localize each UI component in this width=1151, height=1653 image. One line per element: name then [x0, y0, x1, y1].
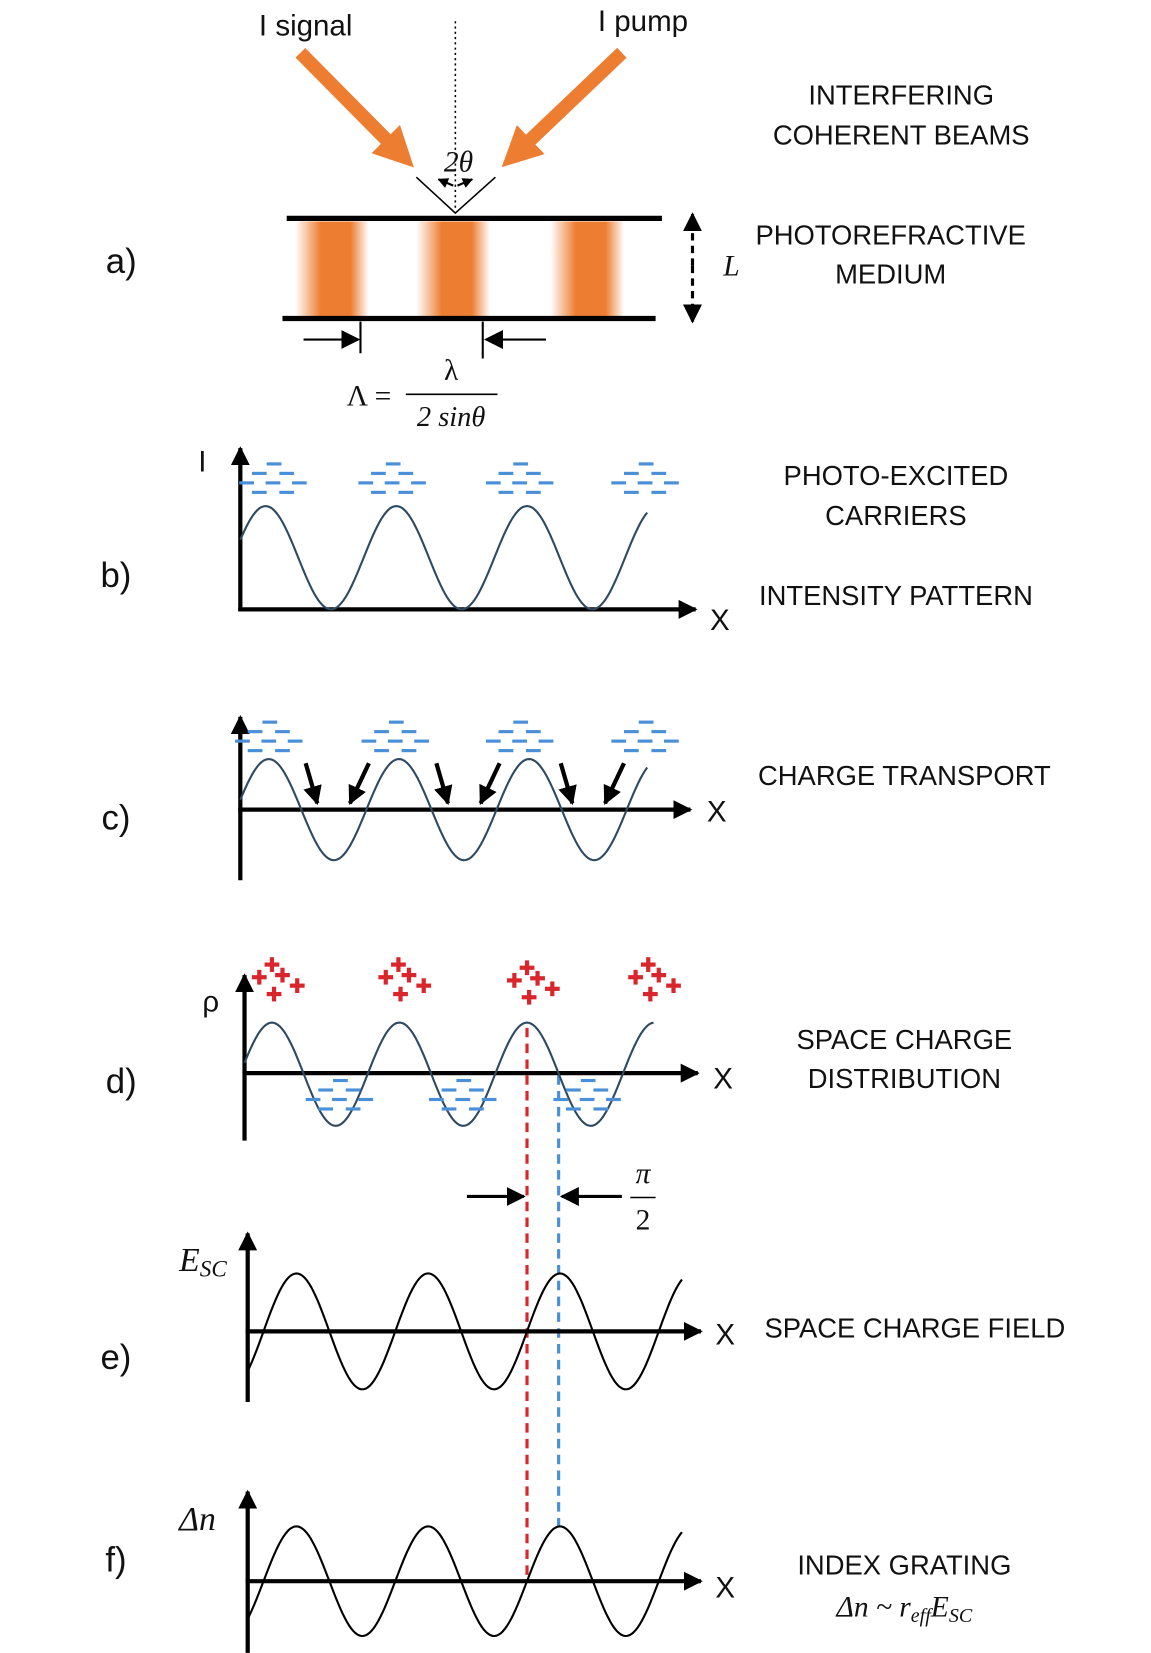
subscript: SC	[949, 1605, 973, 1627]
shift-denominator: 2	[636, 1205, 651, 1237]
period-numerator: λ	[444, 355, 459, 387]
fringe	[550, 221, 624, 318]
panel-label: d)	[106, 1063, 137, 1101]
transport-arrow	[605, 763, 624, 803]
thickness-label: L	[722, 251, 739, 283]
axis-label: ρ	[202, 985, 219, 1018]
axis-label: X	[715, 1571, 735, 1604]
panel-label: c)	[101, 799, 130, 837]
transport-arrow	[436, 763, 448, 803]
symbol: E	[178, 1242, 200, 1279]
pump-beam	[513, 53, 622, 156]
caption: INTENSITY PATTERN	[759, 580, 1033, 611]
caption: PHOTOREFRACTIVE	[755, 220, 1025, 251]
caption: COHERENT BEAMS	[773, 119, 1030, 150]
axis-label: X	[713, 1062, 733, 1095]
transport-arrow	[561, 763, 573, 803]
panel-f: Δn X f) INDEX GRATING Δn ~ reffESC	[105, 1492, 1011, 1653]
transport-arrow	[306, 763, 318, 803]
angle-arrow	[457, 179, 472, 185]
axis-label: ESC	[178, 1242, 227, 1283]
panel-label: a)	[106, 243, 137, 281]
caption: INTERFERING	[808, 79, 994, 110]
formula-lhs: Δn ~ r	[836, 1591, 912, 1623]
axis-label: X	[715, 1318, 735, 1351]
caption: DISTRIBUTION	[808, 1063, 1001, 1094]
axis-label: X	[707, 796, 727, 829]
axis-label: Δn	[177, 1501, 216, 1538]
caption: SPACE CHARGE	[797, 1024, 1013, 1055]
caption: CHARGE TRANSPORT	[758, 760, 1051, 791]
formula: Δn ~ reffESC	[836, 1591, 973, 1626]
caption: INDEX GRATING	[797, 1550, 1011, 1581]
panel-a: I signal I pump 2θ L INTERFERING COHEREN…	[106, 5, 1030, 433]
axis-label: I	[198, 446, 206, 479]
pump-label: I pump	[598, 5, 688, 38]
angle-label: 2θ	[444, 146, 473, 178]
panel-label: b)	[100, 557, 131, 595]
wave	[240, 506, 647, 609]
phase-shift: π 2	[467, 1028, 656, 1581]
caption: MEDIUM	[835, 259, 946, 290]
panel-label: f)	[105, 1541, 126, 1579]
caption: CARRIERS	[825, 500, 967, 531]
period-denominator: 2 sinθ	[417, 402, 486, 433]
transport-arrow	[350, 763, 369, 803]
caption: SPACE CHARGE FIELD	[764, 1313, 1065, 1344]
panel-b: I X b) PHOTO-EXCITED CARRIERS INTENSITY …	[100, 446, 1032, 637]
caption: PHOTO-EXCITED	[784, 460, 1009, 491]
shift-numerator: π	[636, 1158, 652, 1190]
subscript: SC	[200, 1257, 228, 1283]
decorations	[235, 464, 682, 1636]
signal-label: I signal	[259, 9, 352, 42]
panel-e: ESC X e) SPACE CHARGE FIELD	[100, 1233, 1065, 1402]
axis-label: X	[710, 604, 730, 637]
transport-arrow	[481, 763, 500, 803]
fringe	[295, 221, 369, 318]
angle-arrow	[438, 179, 453, 185]
formula-field: E	[930, 1591, 949, 1623]
fringe	[416, 221, 490, 318]
signal-beam	[300, 53, 402, 156]
figure: I signal I pump 2θ L INTERFERING COHEREN…	[0, 0, 1151, 1653]
period-lhs: Λ =	[347, 380, 392, 412]
panel-label: e)	[100, 1339, 131, 1377]
